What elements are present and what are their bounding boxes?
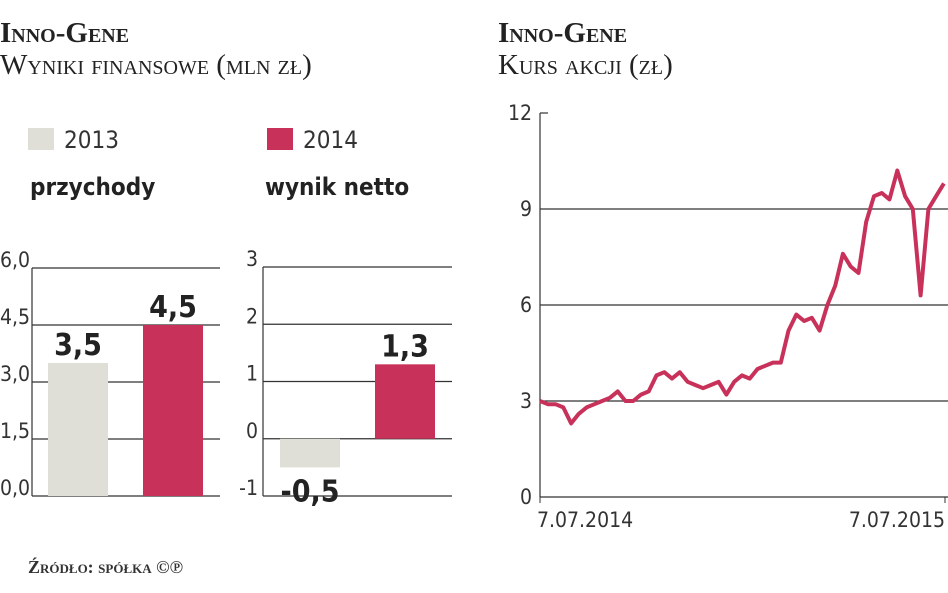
x-tick-label: 7.07.2014 xyxy=(537,508,633,532)
legend-label: 2014 xyxy=(303,126,358,154)
legend-swatch xyxy=(267,128,293,150)
legend-label: 2013 xyxy=(64,126,119,154)
y-tick-label: 1 xyxy=(246,362,258,386)
line xyxy=(539,168,946,426)
header-subtitle: Wyniki finansowe (mln zł) xyxy=(0,49,312,81)
y-tick-label: 9 xyxy=(520,197,532,221)
y-tick-label: 6 xyxy=(520,293,532,317)
y-tick-label: 6,0 xyxy=(0,248,30,272)
bar xyxy=(375,364,435,439)
y-tick-label: 0 xyxy=(246,419,258,443)
value-label: -0,5 xyxy=(280,474,339,509)
y-tick-label: 0,0 xyxy=(0,476,30,500)
chart-subtitle: Kurs akcji (zł) xyxy=(498,49,673,81)
y-tick-label: 4,5 xyxy=(0,305,30,329)
value-label: 3,5 xyxy=(54,328,102,363)
bar xyxy=(143,325,203,496)
chart-subtitle: wynik netto xyxy=(265,173,409,201)
y-tick-label: 3 xyxy=(520,389,532,413)
y-tick-label: 3,0 xyxy=(0,362,30,386)
source: Źródło: spółka ©℗ xyxy=(28,556,183,577)
y-tick-label: -1 xyxy=(239,476,258,500)
y-tick-label: 3 xyxy=(246,247,258,271)
header-title: Inno-Gene xyxy=(0,17,129,49)
value-label: 1,3 xyxy=(381,329,429,364)
y-tick-label: 12 xyxy=(508,101,532,125)
chart-subtitle: przychody xyxy=(30,173,155,201)
bar xyxy=(48,363,108,496)
legend-swatch xyxy=(28,128,54,150)
bar xyxy=(280,438,340,468)
value-label: 4,5 xyxy=(149,290,197,325)
y-tick-label: 1,5 xyxy=(0,419,30,443)
x-tick-label: 7.07.2015 xyxy=(849,508,945,532)
y-tick-label: 2 xyxy=(246,304,258,328)
chart-title: Inno-Gene xyxy=(498,17,627,49)
y-tick-label: 0 xyxy=(520,485,532,509)
